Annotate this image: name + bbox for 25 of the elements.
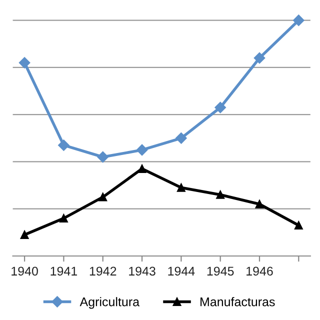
point: [136, 144, 148, 156]
x-tick-label: 1946: [246, 266, 273, 276]
point: [293, 14, 304, 26]
point: [177, 183, 186, 192]
point: [294, 221, 303, 230]
point: [214, 102, 226, 114]
x-tick-label: 1944: [168, 266, 195, 276]
x-tick-label: 1941: [50, 266, 77, 276]
point: [20, 230, 29, 239]
x-tick-label: 1942: [90, 266, 116, 276]
point: [98, 192, 108, 202]
point: [18, 57, 30, 68]
x-tick-label: 1940: [12, 266, 38, 276]
point: [176, 132, 187, 144]
point: [216, 190, 225, 199]
x-tick-label: 1945: [207, 266, 234, 276]
legend-label: Manufacturas: [200, 297, 275, 306]
legend-label: Agricultura: [80, 297, 140, 309]
point: [97, 151, 108, 163]
point: [255, 200, 264, 208]
point: [58, 140, 70, 151]
point: [254, 52, 266, 64]
x-tick-label: 1943: [129, 266, 156, 276]
point: [60, 214, 68, 222]
point: [138, 164, 146, 173]
